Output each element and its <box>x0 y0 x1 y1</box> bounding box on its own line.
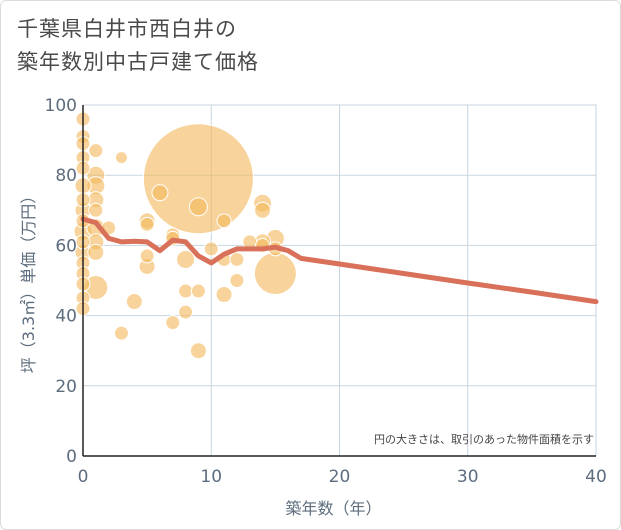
data-bubble <box>178 283 194 299</box>
data-bubble <box>216 213 232 229</box>
data-bubble <box>151 184 169 202</box>
data-bubble <box>189 342 207 360</box>
x-tick-label: 30 <box>457 467 479 487</box>
data-bubble <box>176 249 196 269</box>
x-tick-label: 40 <box>585 467 607 487</box>
data-bubble <box>229 251 245 267</box>
data-bubble <box>215 286 233 304</box>
x-tick-label: 0 <box>78 467 89 487</box>
y-axis-title: 坪（3.3㎡）単価（万円） <box>19 188 38 373</box>
data-bubble <box>139 248 155 264</box>
x-tick-label: 20 <box>329 467 351 487</box>
trend-line <box>80 216 599 305</box>
y-tick-label: 80 <box>55 166 77 186</box>
data-bubble <box>188 197 208 217</box>
y-tick-label: 60 <box>55 236 77 256</box>
y-tick-label: 100 <box>45 96 77 116</box>
data-bubble <box>139 216 155 232</box>
y-tick-label: 0 <box>66 447 77 467</box>
data-bubble <box>88 202 104 218</box>
data-bubble <box>178 304 194 320</box>
data-bubble <box>125 293 143 311</box>
data-bubble <box>165 315 181 331</box>
data-bubble <box>229 273 245 288</box>
chart-title: 千葉県白井市西白井の 築年数別中古戸建て価格 <box>17 13 259 79</box>
data-bubble <box>190 283 206 299</box>
data-bubble <box>254 201 272 219</box>
data-bubble <box>203 241 219 257</box>
y-tick-label: 40 <box>55 307 77 327</box>
size-note: 円の大きさは、取引のあった物件面積を示す <box>374 432 594 446</box>
data-bubble <box>142 123 254 235</box>
data-bubble <box>114 151 128 165</box>
y-tick-label: 20 <box>55 377 77 397</box>
chart-title-line-1: 千葉県白井市西白井の <box>17 17 237 41</box>
data-bubble <box>253 251 297 295</box>
data-bubble <box>87 243 105 261</box>
chart-title-line-2: 築年数別中古戸建て価格 <box>17 50 259 74</box>
data-bubble <box>88 143 104 159</box>
data-bubble <box>113 325 129 341</box>
bubble-series <box>73 111 297 360</box>
x-axis-title: 築年数（年） <box>285 499 381 518</box>
x-tick-label: 10 <box>200 467 222 487</box>
